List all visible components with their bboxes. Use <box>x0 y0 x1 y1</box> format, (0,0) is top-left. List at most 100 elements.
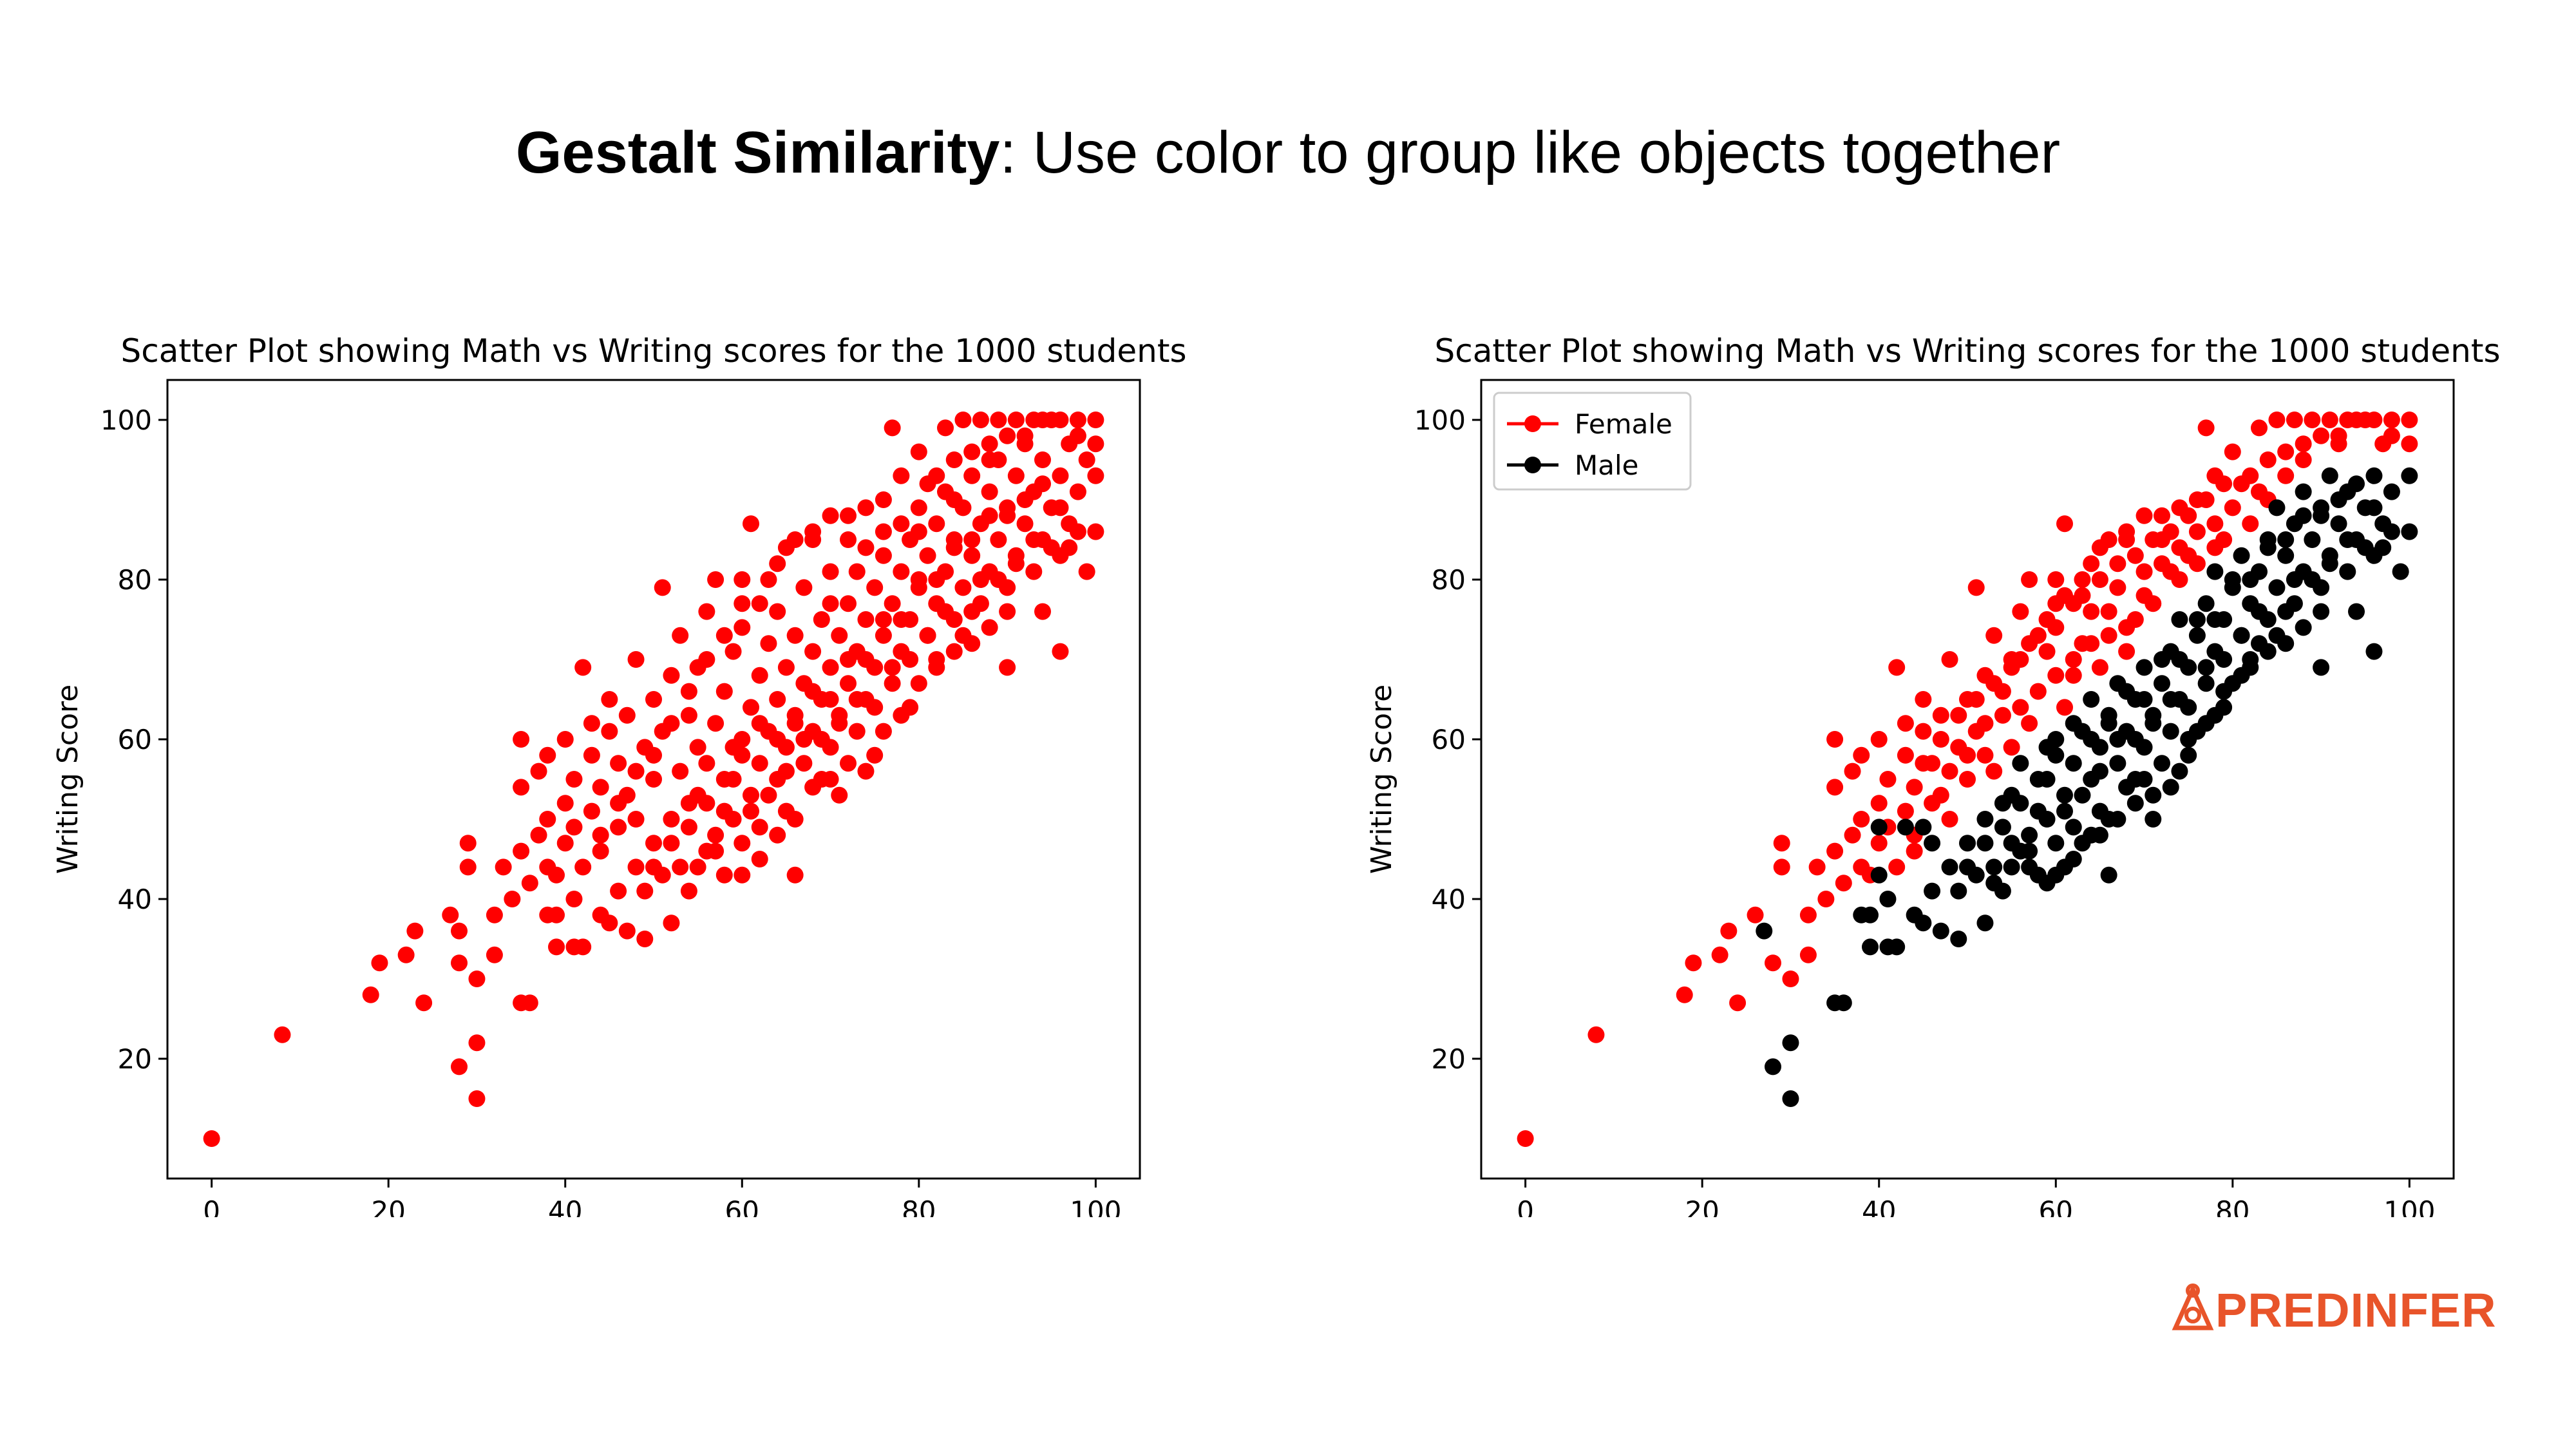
point-female <box>2348 412 2365 428</box>
point-female <box>1915 723 1932 740</box>
point-male <box>2065 755 2082 772</box>
point <box>848 691 866 708</box>
point <box>1061 539 1078 556</box>
point <box>468 971 486 987</box>
point-female <box>1870 795 1888 812</box>
point <box>627 651 645 668</box>
point-female <box>1835 875 1852 892</box>
point-female <box>1517 1130 1534 1147</box>
point-male <box>2145 811 2162 828</box>
point-male <box>2188 611 2206 628</box>
point-female <box>2206 539 2224 556</box>
point-female <box>1853 811 1870 828</box>
point <box>981 619 998 636</box>
point <box>698 603 715 620</box>
point <box>963 467 981 484</box>
point <box>945 539 963 556</box>
point-male <box>2321 555 2338 573</box>
point-male <box>2047 731 2065 748</box>
point <box>1078 563 1095 580</box>
point-female <box>2056 587 2073 604</box>
point-female <box>2295 435 2312 453</box>
point <box>574 858 592 876</box>
point-female <box>2188 555 2206 573</box>
point-female <box>1888 858 1906 876</box>
point-male <box>1915 819 1932 836</box>
point <box>1025 563 1043 580</box>
point <box>645 691 662 708</box>
point <box>663 715 680 732</box>
point-male <box>2321 467 2338 484</box>
point-female <box>2180 507 2197 524</box>
point-female <box>1765 954 1781 972</box>
point-female <box>1729 994 1747 1012</box>
point-male <box>2339 531 2356 548</box>
point-male <box>2109 731 2126 748</box>
point-female <box>2083 603 2100 620</box>
point-male <box>2056 786 2073 804</box>
point-female <box>2047 571 2065 588</box>
point <box>751 755 768 772</box>
point <box>734 866 751 884</box>
point <box>663 667 680 684</box>
point-female <box>1773 858 1790 876</box>
point <box>751 595 768 612</box>
point-male <box>1976 914 1994 932</box>
point-female <box>2171 571 2188 588</box>
point-male <box>1879 891 1897 907</box>
point-female <box>1888 659 1906 676</box>
point-male <box>2348 603 2365 620</box>
point <box>1007 467 1025 484</box>
point <box>556 795 574 812</box>
point-female <box>2003 651 2020 668</box>
point-male <box>1959 835 1976 852</box>
point-female <box>2109 555 2126 573</box>
point <box>999 659 1016 676</box>
point <box>884 419 901 437</box>
point <box>504 891 521 907</box>
point-male <box>2091 762 2108 780</box>
point-female <box>1782 971 1799 987</box>
point <box>565 819 583 836</box>
point-female <box>1941 811 1958 828</box>
point <box>707 826 724 844</box>
point <box>663 835 680 852</box>
point-male <box>2233 627 2250 644</box>
y-tick-label: 60 <box>1432 724 1466 755</box>
point <box>822 595 839 612</box>
point-male <box>2313 507 2330 524</box>
point-male <box>2003 858 2020 876</box>
point-male <box>1941 858 1958 876</box>
point <box>769 603 786 620</box>
point <box>751 819 768 836</box>
point-female <box>1941 762 1958 780</box>
point-female <box>1985 675 2003 692</box>
point <box>875 611 892 628</box>
point <box>698 795 715 812</box>
legend-label-male: Male <box>1575 450 1638 481</box>
point-female <box>2065 651 2082 668</box>
point-male <box>2268 627 2286 644</box>
point <box>848 723 866 740</box>
point <box>875 523 892 540</box>
plot-frame <box>166 379 1141 1180</box>
point <box>1034 451 1051 468</box>
point-female <box>2401 435 2418 453</box>
point <box>831 786 848 804</box>
point <box>486 946 503 963</box>
point <box>804 683 822 700</box>
point-male <box>2224 571 2241 588</box>
y-axis-label: Writing Score <box>1365 685 1398 874</box>
point-female <box>1959 746 1976 764</box>
point <box>822 771 839 788</box>
point <box>760 571 777 588</box>
point <box>857 611 875 628</box>
point-male <box>2374 539 2392 556</box>
point <box>715 627 733 644</box>
point <box>981 451 998 468</box>
point-female <box>2313 427 2330 444</box>
point <box>1007 412 1025 428</box>
point-female <box>1799 906 1817 923</box>
point <box>451 954 468 972</box>
point-female <box>1747 906 1764 923</box>
